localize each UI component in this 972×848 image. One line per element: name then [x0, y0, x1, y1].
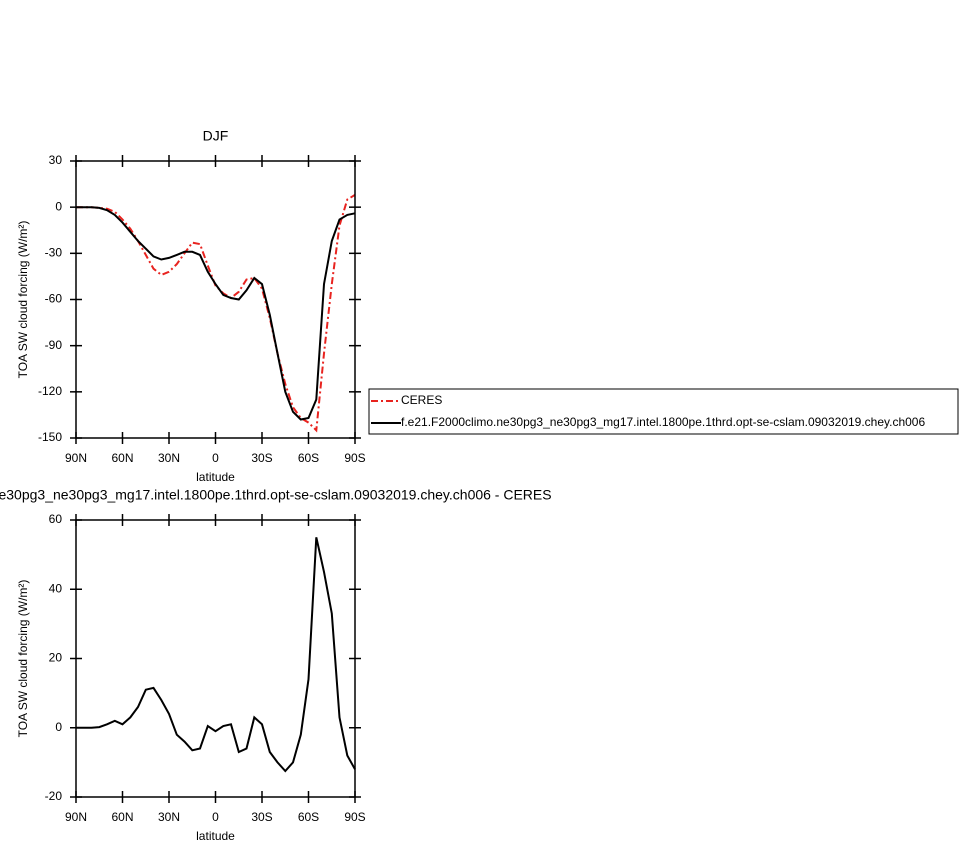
y-tick-label: 0 — [55, 720, 62, 734]
y-tick-label: -20 — [45, 789, 63, 803]
y-tick-label: 30 — [49, 153, 63, 167]
x-tick-label: 30S — [251, 451, 272, 465]
x-tick-label: 90N — [65, 451, 87, 465]
x-tick-label: 90N — [65, 810, 87, 824]
x-tick-label: 90S — [344, 810, 365, 824]
y-tick-label: -90 — [45, 338, 63, 352]
x-tick-label: 30N — [158, 810, 180, 824]
series-line — [76, 206, 356, 421]
x-axis-label: latitude — [196, 470, 235, 484]
chart-title: f.e21.F2000climo.ne30pg3_ne30pg3_mg17.in… — [0, 487, 552, 503]
x-tick-label: 60N — [111, 451, 133, 465]
y-tick-label: -30 — [45, 246, 63, 260]
y-tick-label: 20 — [49, 651, 63, 665]
y-tick-label: 0 — [55, 199, 62, 213]
series-line — [76, 194, 356, 433]
x-tick-label: 0 — [212, 451, 219, 465]
plot-frame — [75, 519, 356, 798]
x-tick-label: 30S — [251, 810, 272, 824]
y-axis-label: TOA SW cloud forcing (W/m²) — [16, 580, 30, 738]
legend-label: CERES — [401, 393, 442, 407]
x-tick-label: 30N — [158, 451, 180, 465]
chart-title: DJF — [203, 128, 229, 144]
y-tick-label: 60 — [49, 512, 63, 526]
x-tick-label: 0 — [212, 810, 219, 824]
series-line — [76, 537, 356, 773]
x-tick-label: 60N — [111, 810, 133, 824]
y-tick-label: 40 — [49, 581, 63, 595]
x-axis-label: latitude — [196, 829, 235, 843]
plot-frame — [75, 160, 356, 439]
y-tick-label: -120 — [38, 384, 62, 398]
x-tick-label: 60S — [298, 451, 319, 465]
y-tick-label: -60 — [45, 292, 63, 306]
x-tick-label: 60S — [298, 810, 319, 824]
legend-box — [368, 388, 959, 435]
y-tick-label: -150 — [38, 430, 62, 444]
y-axis-label: TOA SW cloud forcing (W/m²) — [16, 221, 30, 379]
x-tick-label: 90S — [344, 451, 365, 465]
legend-label: f.e21.F2000climo.ne30pg3_ne30pg3_mg17.in… — [401, 415, 925, 429]
